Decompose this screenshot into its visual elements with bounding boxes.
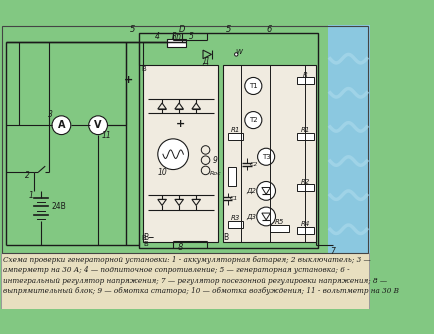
Text: T3: T3	[262, 154, 270, 160]
Text: B: B	[143, 233, 148, 242]
Bar	[228, 167, 236, 186]
Text: 2: 2	[25, 171, 30, 180]
Text: Д2: Д2	[246, 188, 256, 194]
Text: T2: T2	[249, 117, 258, 123]
Text: 4: 4	[155, 32, 159, 41]
Bar	[297, 77, 314, 84]
Bar	[139, 33, 318, 248]
Text: R: R	[303, 72, 308, 78]
Circle shape	[89, 116, 108, 135]
Bar	[167, 39, 186, 47]
Text: C1: C1	[230, 196, 238, 201]
Text: 5: 5	[226, 25, 231, 34]
Bar	[270, 225, 289, 232]
Text: 5: 5	[129, 25, 135, 34]
Bar	[228, 133, 243, 140]
Bar	[297, 133, 314, 140]
Circle shape	[245, 112, 262, 129]
Text: 1: 1	[29, 191, 34, 200]
Circle shape	[234, 53, 238, 56]
Text: 9: 9	[212, 156, 217, 165]
Text: A: A	[58, 120, 65, 130]
Bar	[2, 26, 368, 253]
Text: B: B	[141, 235, 146, 241]
Text: Схема проверки генераторной установки: 1 - аккумуляторная батарея; 2 выключатель: Схема проверки генераторной установки: 1…	[3, 256, 399, 295]
Circle shape	[257, 181, 276, 200]
Bar	[297, 227, 314, 233]
Text: R4: R4	[301, 221, 310, 227]
Text: R3: R3	[231, 215, 240, 221]
Text: V: V	[94, 120, 102, 130]
Text: 6: 6	[267, 25, 272, 34]
Bar	[1, 253, 369, 309]
Text: Rn: Rn	[171, 32, 181, 41]
Text: –: –	[148, 231, 154, 244]
Text: B: B	[144, 241, 148, 247]
Text: Д3: Д3	[246, 213, 256, 219]
Circle shape	[257, 207, 276, 226]
Text: Д: Д	[203, 57, 209, 66]
Text: R5: R5	[275, 219, 284, 225]
Circle shape	[52, 116, 71, 135]
Text: 11: 11	[102, 131, 112, 140]
Text: 3: 3	[48, 110, 53, 119]
Text: 8: 8	[178, 243, 184, 252]
Text: 5: 5	[189, 32, 194, 41]
Text: Roc: Roc	[210, 171, 222, 176]
Text: B: B	[141, 66, 146, 72]
Text: +: +	[176, 119, 185, 129]
Text: T1: T1	[249, 83, 258, 89]
Text: W: W	[235, 49, 242, 55]
Bar	[328, 25, 370, 309]
Bar	[224, 65, 316, 242]
Text: +: +	[124, 75, 133, 85]
Text: R1: R1	[301, 127, 310, 133]
Bar	[228, 221, 243, 227]
Text: 7: 7	[330, 247, 335, 256]
Bar	[143, 65, 218, 242]
Circle shape	[158, 139, 188, 170]
Text: D: D	[178, 25, 185, 34]
Circle shape	[258, 148, 275, 165]
Text: B: B	[224, 233, 229, 242]
Text: R2: R2	[301, 178, 310, 184]
Text: R1: R1	[231, 127, 240, 133]
Text: C2: C2	[250, 162, 258, 167]
Bar	[297, 184, 314, 191]
Circle shape	[245, 77, 262, 95]
Text: 10: 10	[158, 168, 168, 177]
Text: 24B: 24B	[51, 202, 66, 211]
